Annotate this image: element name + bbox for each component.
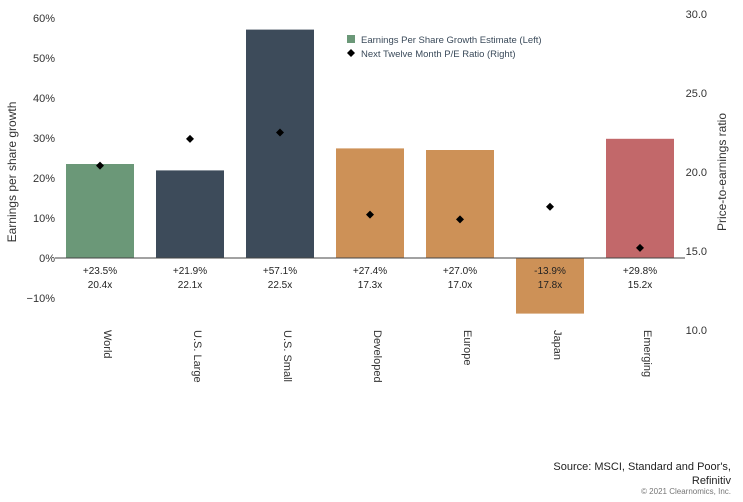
eps-value-label: +29.8% — [623, 266, 657, 277]
left-tick-label: −10% — [27, 293, 56, 305]
pe-marker — [366, 210, 374, 219]
bar-series — [66, 29, 674, 314]
eps-value-label: +23.5% — [83, 266, 117, 277]
legend: Earnings Per Share Growth Estimate (Left… — [347, 35, 542, 60]
pe-marker — [456, 215, 464, 224]
left-tick-label: 30% — [33, 133, 55, 145]
category-label: Developed — [371, 330, 383, 383]
eps-value-label: +57.1% — [263, 266, 297, 277]
pe-value-label: 20.4x — [88, 280, 112, 291]
pe-marker — [186, 134, 194, 143]
legend-label-pe: Next Twelve Month P/E Ratio (Right) — [361, 49, 516, 60]
left-tick-label: 50% — [33, 53, 55, 65]
eps-value-label: -13.9% — [534, 266, 566, 277]
category-label: World — [101, 330, 113, 359]
bar-u-s-small — [246, 29, 314, 258]
right-tick-label: 30.0 — [686, 9, 707, 21]
value-labels: +23.5% 20.4x +21.9% 22.1x +57.1% 22.5x +27.4% 1… — [83, 266, 657, 291]
left-tick-label: 60% — [33, 13, 55, 25]
right-tick-label: 15.0 — [686, 246, 707, 258]
pe-ratio-markers — [96, 128, 644, 252]
category-label: U.S. Large — [191, 330, 203, 383]
pe-marker — [546, 202, 554, 211]
bar-europe — [426, 150, 494, 258]
bar-developed — [336, 148, 404, 258]
bar-japan — [516, 258, 584, 314]
pe-value-label: 17.0x — [448, 280, 472, 291]
bar-u-s-large — [156, 170, 224, 258]
pe-value-label: 17.3x — [358, 280, 382, 291]
source-note: Source: MSCI, Standard and Poor's, Refin… — [553, 461, 731, 487]
right-tick-label: 25.0 — [686, 88, 707, 100]
right-axis-label: Price-to-earnings ratio — [715, 113, 729, 231]
right-tick-label: 20.0 — [686, 167, 707, 179]
right-axis-ticks: 30.0 25.0 20.0 15.0 10.0 — [686, 9, 707, 337]
copyright: © 2021 Clearnomics, Inc. — [641, 487, 731, 496]
bar-world — [66, 164, 134, 258]
left-tick-label: 40% — [33, 93, 55, 105]
category-labels: World U.S. Large U.S. Small Developed Europe… — [101, 330, 653, 383]
pe-value-label: 15.2x — [628, 280, 652, 291]
legend-label-eps: Earnings Per Share Growth Estimate (Left… — [361, 35, 542, 46]
pe-marker — [276, 128, 284, 137]
left-tick-label: 20% — [33, 173, 55, 185]
bar-emerging — [606, 138, 674, 258]
eps-value-label: +27.4% — [353, 266, 387, 277]
pe-value-label: 17.8x — [538, 280, 562, 291]
left-axis-label: Earnings per share growth — [5, 102, 19, 243]
pe-marker — [96, 161, 104, 170]
pe-value-label: 22.5x — [268, 280, 292, 291]
left-axis-ticks: 60% 50% 40% 30% 20% 10% 0% −10% — [27, 13, 56, 305]
pe-marker — [636, 243, 644, 252]
right-tick-label: 10.0 — [686, 325, 707, 337]
eps-value-label: +27.0% — [443, 266, 477, 277]
category-label: Emerging — [641, 330, 653, 377]
legend-diamond-pe — [347, 49, 355, 57]
left-tick-label: 10% — [33, 213, 55, 225]
category-label: Europe — [461, 330, 473, 365]
pe-value-label: 22.1x — [178, 280, 202, 291]
category-label: U.S. Small — [281, 330, 293, 382]
left-tick-label: 0% — [39, 253, 55, 265]
eps-value-label: +21.9% — [173, 266, 207, 277]
category-label: Japan — [551, 330, 563, 360]
legend-swatch-eps — [347, 35, 355, 43]
